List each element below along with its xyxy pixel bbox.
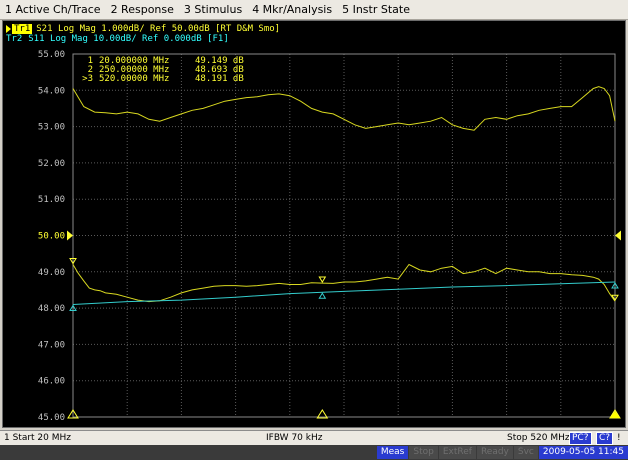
menu-response[interactable]: 2 Response	[110, 3, 174, 16]
ifbw-setting[interactable]: IFBW 70 kHz	[266, 433, 323, 443]
y-tick-label: 54.00	[38, 86, 65, 96]
calibration-badge[interactable]: C?	[596, 432, 614, 445]
menu-mkr-analysis[interactable]: 4 Mkr/Analysis	[252, 3, 333, 16]
y-tick-label: 51.00	[38, 195, 65, 205]
y-tick-label: 47.00	[38, 340, 65, 350]
marker-id: 1	[87, 56, 93, 66]
trace-header: Tr1 S21 Log Mag 1.000dB/ Ref 50.00dB [RT…	[6, 24, 280, 44]
stop-frequency[interactable]: Stop 520 MHz	[507, 433, 570, 443]
marker-row: >3 520.00000 MHz 48.191 dB	[73, 75, 255, 84]
trace-tr2-line-2	[72, 281, 616, 305]
start-frequency[interactable]: 1 Start 20 MHz	[4, 433, 72, 443]
trace-2-line[interactable]: Tr2 S11 Log Mag 10.00dB/ Ref 0.000dB [F1…	[6, 34, 280, 44]
marker-row: 1 20.000000 MHz 49.149 dB	[73, 57, 255, 66]
trace1-marker-1-icon	[69, 258, 77, 265]
reference-arrow-left-icon	[67, 230, 73, 241]
menu-instr-state[interactable]: 5 Instr State	[342, 3, 410, 16]
stimulus-marker-1-icon	[67, 409, 79, 419]
y-tick-label: 45.00	[38, 413, 65, 423]
ready-indicator: Ready	[476, 446, 513, 459]
instrument-status-bar: Meas Stop ExtRef Ready Svc 2009-05-05 11…	[0, 445, 628, 460]
marker-value: 48.693 dB	[195, 65, 244, 75]
marker-id: >3	[82, 74, 93, 84]
trace2-marker-1-icon	[69, 304, 77, 311]
analyzer-screen[interactable]: 55.00 54.00 53.00 52.00 51.00 50.00 49.00 48.00…	[2, 20, 626, 428]
y-tick-label: 55.00	[38, 50, 65, 60]
marker-value: 48.191 dB	[195, 74, 244, 84]
svc-indicator: Svc	[513, 446, 538, 459]
marker-frequency: 520.00000 MHz	[99, 74, 170, 84]
marker-value: 49.149 dB	[195, 56, 244, 66]
y-tick-label: 48.00	[38, 304, 65, 314]
trace-1-tag[interactable]: Tr1	[12, 24, 33, 34]
trace-2-tag[interactable]: Tr2	[6, 34, 23, 44]
trace-1-line[interactable]: Tr1 S21 Log Mag 1.000dB/ Ref 50.00dB [RT…	[6, 24, 280, 34]
stop-indicator: Stop	[409, 446, 438, 459]
y-tick-label: 53.00	[38, 123, 65, 133]
trace-1-settings: S21 Log Mag 1.000dB/ Ref 50.00dB [RT D&M…	[36, 24, 281, 34]
menu-stimulus[interactable]: 3 Stimulus	[183, 3, 243, 16]
reference-arrow-right-icon	[615, 230, 621, 241]
active-trace-arrow-icon	[6, 25, 11, 33]
trace2-marker-2-icon	[318, 292, 327, 299]
y-tick-label: 50.00	[38, 232, 65, 242]
marker-table: 1 20.000000 MHz 49.149 dB 2 250.00000 MH…	[73, 57, 255, 84]
trace1-marker-3-icon	[611, 294, 619, 302]
power-calibration-badge[interactable]: PC?	[569, 432, 592, 445]
channel-status-bar: 1 Start 20 MHz IFBW 70 kHz Stop 520 MHz …	[0, 430, 628, 445]
marker-id: 2	[87, 65, 93, 75]
y-tick-label: 46.00	[38, 377, 65, 387]
menu-active-ch-trace[interactable]: 1 Active Ch/Trace	[5, 3, 101, 16]
y-tick-label: 49.00	[38, 268, 65, 278]
date-time: 2009-05-05 11:45	[538, 446, 628, 459]
trace2-marker-3-icon	[611, 281, 619, 289]
trace-tr1-line-1	[72, 86, 616, 131]
trace1-marker-2-icon	[318, 276, 327, 284]
trace-chart: 55.00 54.00 53.00 52.00 51.00 50.00 49.00 48.00…	[38, 50, 621, 423]
warning-indicator: !	[617, 433, 621, 443]
y-tick-label: 52.00	[38, 159, 65, 169]
marker-frequency: 20.000000 MHz	[99, 56, 170, 66]
meas-indicator: Meas	[376, 446, 409, 459]
trace-tr1-line-0	[72, 263, 616, 303]
marker-frequency: 250.00000 MHz	[99, 65, 170, 75]
stimulus-marker-2-icon	[316, 409, 329, 419]
extref-indicator: ExtRef	[438, 446, 476, 459]
menu-bar: 1 Active Ch/Trace 2 Response 3 Stimulus …	[0, 0, 628, 20]
active-marker-icon	[610, 411, 620, 418]
trace-2-settings: S11 Log Mag 10.00dB/ Ref 0.000dB [F1]	[28, 34, 229, 44]
marker-row: 2 250.00000 MHz 48.693 dB	[73, 66, 255, 75]
